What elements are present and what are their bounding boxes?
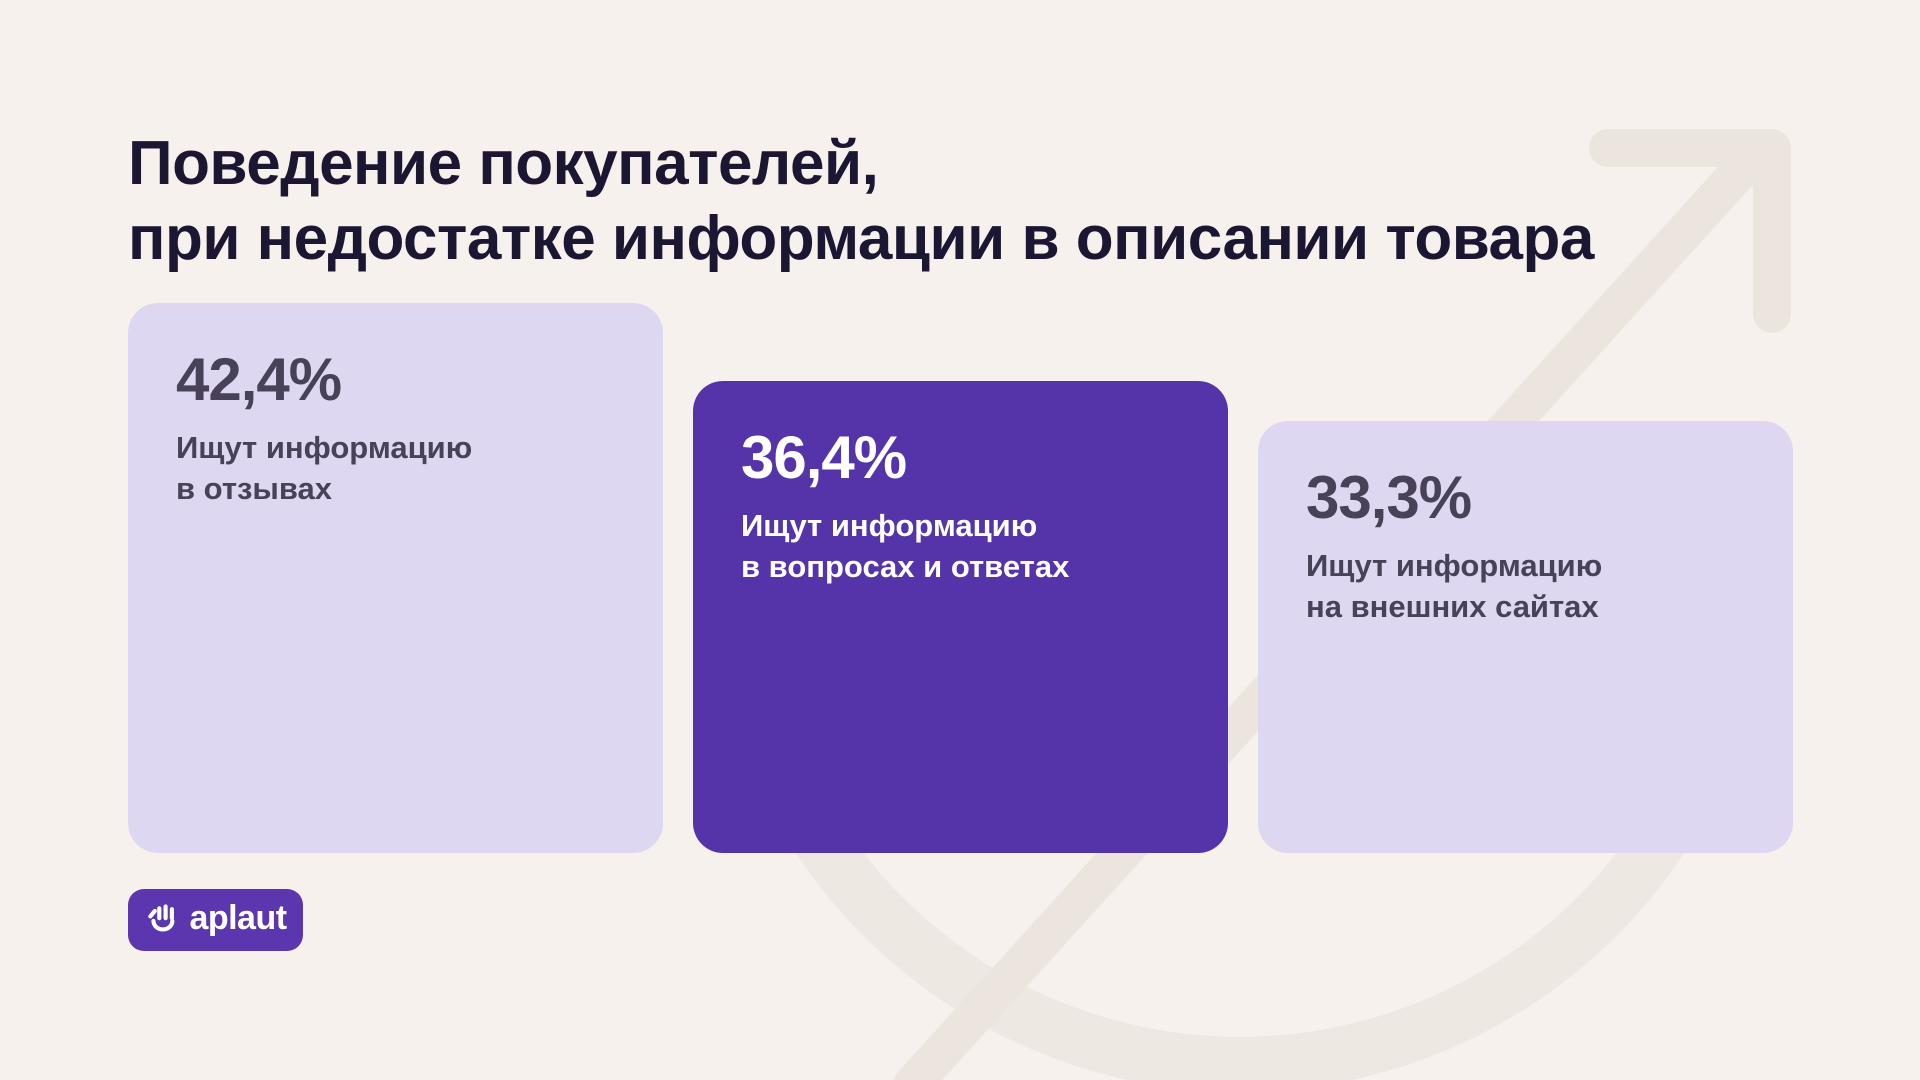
stat-card-external-sites: 33,3% Ищут информацию на внешних сайтах <box>1258 421 1793 853</box>
page-title: Поведение покупателей, при недостатке ин… <box>128 126 1594 276</box>
stat-card-reviews: 42,4% Ищут информацию в отзывах <box>128 303 663 853</box>
stat-label: Ищут информацию в вопросах и ответах <box>741 508 1070 584</box>
hand-icon <box>148 904 175 932</box>
stat-label: Ищут информацию на внешних сайтах <box>1306 548 1603 624</box>
page-title-line1: Поведение покупателей, <box>128 129 879 198</box>
stat-value: 33,3% <box>1306 464 1472 531</box>
stat-label: Ищут информацию в отзывах <box>176 430 473 506</box>
brand-logo: aplaut <box>128 889 303 951</box>
stat-value: 36,4% <box>741 424 907 491</box>
stat-cards-row: 42,4% Ищут информацию в отзывах 36,4% Ищ… <box>128 303 1798 853</box>
stat-card-questions-answers: 36,4% Ищут информацию в вопросах и ответ… <box>693 381 1228 853</box>
stat-value: 42,4% <box>176 346 342 413</box>
brand-name: aplaut <box>189 899 287 937</box>
page-title-line2: при недостатке информации в описании тов… <box>128 204 1594 273</box>
